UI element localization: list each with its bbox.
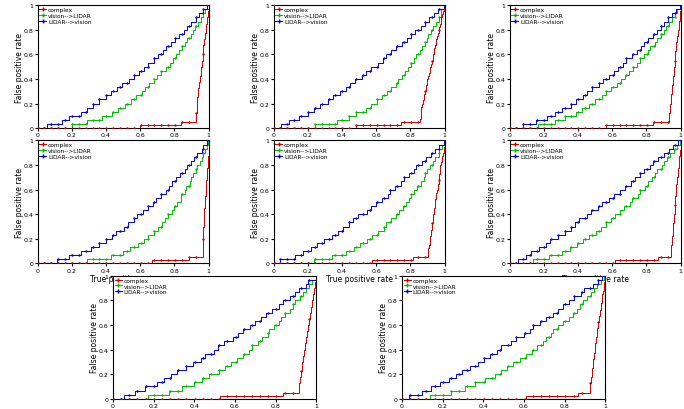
- X-axis label: True positive rate: True positive rate: [326, 274, 393, 283]
- X-axis label: True positive rate: True positive rate: [562, 274, 629, 283]
- Y-axis label: False positive rate: False positive rate: [14, 168, 23, 237]
- X-axis label: True positive rate: True positive rate: [90, 274, 157, 283]
- Y-axis label: False positive rate: False positive rate: [379, 303, 388, 372]
- Y-axis label: False positive rate: False positive rate: [486, 33, 495, 102]
- Legend: complex, vision-->LIDAR, LIDAR-->vision: complex, vision-->LIDAR, LIDAR-->vision: [275, 142, 328, 160]
- Y-axis label: False positive rate: False positive rate: [486, 168, 495, 237]
- Legend: complex, vision-->LIDAR, LIDAR-->vision: complex, vision-->LIDAR, LIDAR-->vision: [511, 142, 564, 160]
- X-axis label: True positive rate: True positive rate: [90, 139, 157, 148]
- Legend: complex, vision-->LIDAR, LIDAR-->vision: complex, vision-->LIDAR, LIDAR-->vision: [403, 277, 457, 295]
- Y-axis label: False positive rate: False positive rate: [90, 303, 98, 372]
- Y-axis label: False positive rate: False positive rate: [250, 33, 259, 102]
- Y-axis label: False positive rate: False positive rate: [250, 168, 259, 237]
- Legend: complex, vision-->LIDAR, LIDAR-->vision: complex, vision-->LIDAR, LIDAR-->vision: [39, 7, 92, 25]
- X-axis label: True positive rate: True positive rate: [326, 139, 393, 148]
- Legend: complex, vision-->LIDAR, LIDAR-->vision: complex, vision-->LIDAR, LIDAR-->vision: [275, 7, 328, 25]
- Legend: complex, vision-->LIDAR, LIDAR-->vision: complex, vision-->LIDAR, LIDAR-->vision: [39, 142, 92, 160]
- Y-axis label: False positive rate: False positive rate: [14, 33, 23, 102]
- Legend: complex, vision-->LIDAR, LIDAR-->vision: complex, vision-->LIDAR, LIDAR-->vision: [114, 277, 168, 295]
- X-axis label: True positive rate: True positive rate: [562, 139, 629, 148]
- Legend: complex, vision-->LIDAR, LIDAR-->vision: complex, vision-->LIDAR, LIDAR-->vision: [511, 7, 564, 25]
